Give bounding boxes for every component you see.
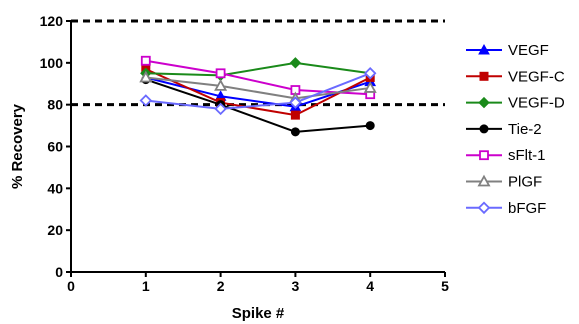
legend-item: bFGF bbox=[466, 200, 546, 217]
legend-item: PlGF bbox=[466, 174, 542, 191]
legend-label: sFlt-1 bbox=[508, 147, 546, 164]
legend: VEGF VEGF-C VEGF-D Tie-2 sFlt-1 PlGF bFGF bbox=[466, 42, 565, 217]
x-tick-label: 3 bbox=[292, 278, 300, 294]
data-point bbox=[289, 96, 302, 109]
legend-marker bbox=[478, 43, 490, 55]
plot-series bbox=[139, 55, 377, 137]
y-tick-label: 0 bbox=[55, 264, 63, 280]
series-PlGF bbox=[139, 70, 377, 104]
y-tick-label: 40 bbox=[47, 180, 63, 196]
series-line bbox=[145, 78, 371, 133]
legend-marker bbox=[479, 150, 489, 161]
y-tick-label: 20 bbox=[47, 222, 63, 238]
x-tick-label: 5 bbox=[441, 278, 449, 294]
legend-label: PlGF bbox=[508, 174, 542, 191]
data-point bbox=[365, 121, 375, 131]
data-point bbox=[215, 68, 226, 79]
x-tick-label: 1 bbox=[142, 278, 150, 294]
data-point bbox=[290, 110, 300, 120]
legend-label: VEGF bbox=[508, 42, 549, 59]
y-tick-label: 80 bbox=[47, 97, 63, 113]
legend-item: VEGF bbox=[466, 42, 549, 59]
x-tick-label: 2 bbox=[217, 278, 225, 294]
data-point bbox=[140, 55, 151, 66]
legend-item: sFlt-1 bbox=[466, 147, 546, 164]
legend-marker bbox=[478, 96, 490, 109]
x-tick-label: 4 bbox=[366, 278, 374, 294]
y-tick-label: 100 bbox=[40, 55, 64, 71]
legend-marker bbox=[477, 174, 491, 187]
data-point bbox=[214, 78, 228, 91]
x-axis-title: Spike # bbox=[232, 305, 285, 322]
legend-marker bbox=[479, 71, 489, 81]
data-point bbox=[363, 67, 377, 80]
tick-labels: 0 20 40 60 80 100 120 0 1 2 3 4 5 bbox=[40, 13, 449, 294]
data-point bbox=[290, 127, 300, 137]
series-line bbox=[145, 72, 371, 110]
reference-lines bbox=[71, 19, 445, 107]
data-point bbox=[363, 81, 377, 93]
legend-item: VEGF-C bbox=[466, 68, 565, 85]
series-bFGF bbox=[139, 67, 377, 116]
series-VEGF-D bbox=[140, 57, 376, 82]
y-tick-label: 120 bbox=[40, 13, 64, 29]
legend-label: Tie-2 bbox=[508, 121, 542, 138]
series-line bbox=[145, 61, 371, 77]
legend-item: Tie-2 bbox=[466, 121, 542, 138]
data-point bbox=[214, 102, 227, 116]
data-point bbox=[139, 70, 153, 83]
legend-label: VEGF-C bbox=[508, 68, 565, 85]
data-point bbox=[139, 94, 153, 107]
y-axis-title: % Recovery bbox=[9, 103, 26, 189]
y-tick-label: 60 bbox=[47, 139, 63, 155]
data-point bbox=[289, 57, 302, 69]
legend-marker bbox=[479, 124, 489, 134]
axes bbox=[70, 21, 445, 273]
series-line bbox=[145, 68, 371, 117]
series-line bbox=[145, 59, 371, 96]
legend-marker bbox=[477, 201, 491, 215]
legend-label: bFGF bbox=[508, 200, 546, 217]
series-line bbox=[145, 76, 371, 100]
legend-label: VEGF-D bbox=[508, 95, 565, 112]
legend-item: VEGF-D bbox=[466, 95, 565, 112]
x-tick-label: 0 bbox=[67, 278, 75, 294]
